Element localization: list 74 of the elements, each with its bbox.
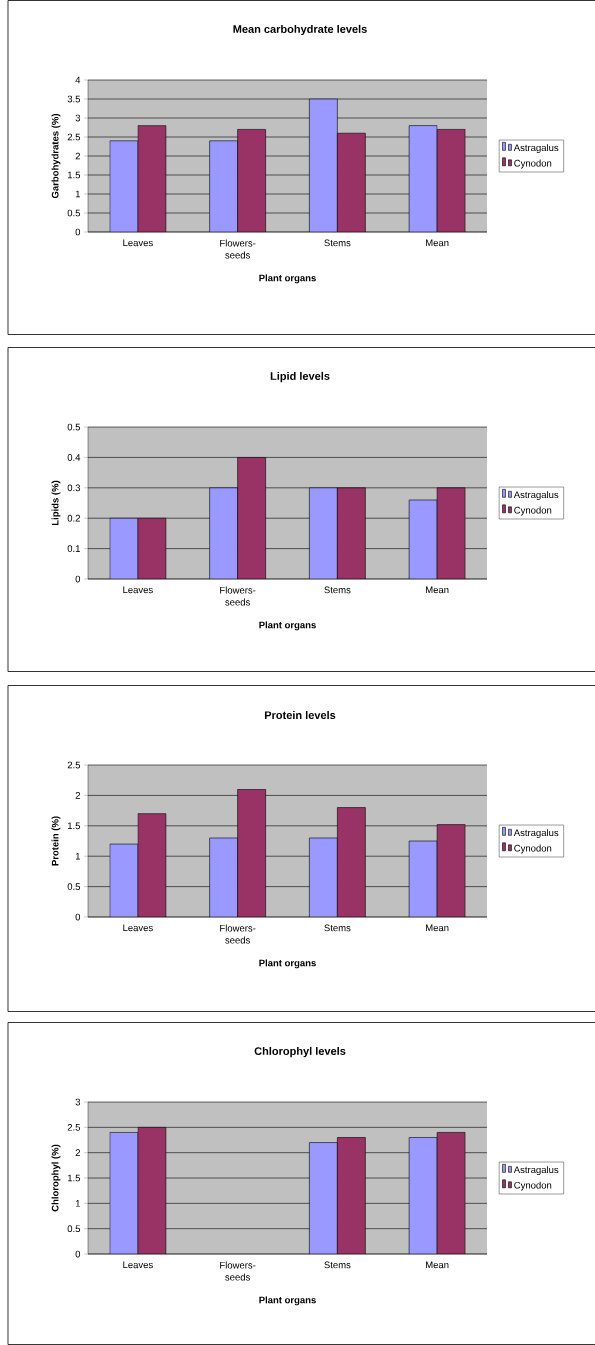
y-tick-label: 2.5 [67, 133, 81, 141]
x-tick-label: Stems [324, 239, 351, 247]
y-tick-label: 0.5 [67, 209, 81, 217]
legend-label: Astragalus [513, 144, 559, 153]
x-tick-label: Leaves [123, 239, 153, 247]
y-tick-label: 1 [75, 1200, 80, 1207]
y-tick-label: 3 [75, 114, 81, 122]
x-axis-title: Plant organs [259, 621, 316, 631]
legend-label: Cynodon [514, 844, 552, 854]
y-axis-title: Lipids (%) [51, 480, 61, 526]
bar [436, 129, 466, 233]
x-tick-label: Flowers-seeds [220, 924, 256, 944]
x-tick-label: Flowers-seeds [220, 1261, 256, 1281]
x-axis-title: Plant organs [259, 959, 316, 969]
x-tick-label: Mean [426, 924, 449, 932]
y-tick-label: 0.5 [67, 1225, 81, 1233]
x-tick-label: Stems [324, 924, 351, 932]
legend-label: Astragalus [513, 1166, 559, 1175]
y-tick-label: 1.5 [67, 171, 81, 179]
x-tick-label: Flowers-seeds [220, 586, 256, 606]
bar [337, 1137, 366, 1255]
y-tick-label: 0.3 [67, 484, 81, 492]
y-tick-label: 2 [75, 792, 80, 799]
legend-label: Cynodon [514, 506, 552, 516]
bar [137, 125, 167, 233]
y-tick-label: 1 [75, 852, 80, 860]
y-axis-title: Chlorophyl (%) [51, 1144, 61, 1212]
y-tick-label: 1.5 [67, 1174, 81, 1182]
y-tick-label: 1.5 [67, 822, 81, 830]
x-tick-label: Leaves [123, 1261, 153, 1269]
y-tick-label: 2 [75, 152, 80, 160]
chart-title: Chlorophyl levels [254, 1046, 346, 1058]
bar [309, 1142, 338, 1255]
y-axis-title: Garbohydrates (%) [51, 113, 61, 199]
legend-label: Cynodon [514, 1181, 552, 1191]
x-tick-label: Leaves [123, 586, 153, 594]
x-axis-title: Plant organs [259, 274, 316, 284]
legend-label: Astragalus [513, 491, 559, 500]
x-tick-label: Flowers-seeds [220, 239, 256, 259]
bar [436, 1132, 466, 1255]
y-tick-label: 0 [75, 228, 81, 236]
x-tick-label: Stems [324, 586, 351, 594]
y-tick-label: 2.5 [67, 761, 81, 769]
x-tick-label: Leaves [123, 924, 153, 932]
y-tick-label: 0 [75, 1250, 81, 1258]
bar [237, 129, 266, 233]
y-tick-label: 0 [75, 575, 81, 583]
x-tick-label: Mean [426, 586, 449, 594]
x-axis-title: Plant organs [259, 1296, 316, 1306]
bar [137, 1127, 167, 1255]
x-tick-label: Mean [426, 239, 449, 247]
legend-label: Cynodon [514, 159, 552, 169]
y-tick-label: 3 [75, 1098, 81, 1106]
chart-title: Mean carbohydrate levels [233, 24, 367, 36]
x-tick-label: Mean [426, 1261, 449, 1269]
legend-label: Astragalus [513, 829, 559, 838]
x-tick-label: Stems [324, 1261, 351, 1269]
y-tick-label: 0.4 [67, 454, 81, 461]
y-tick-label: 2.5 [67, 1123, 81, 1131]
chart-title: Lipid levels [270, 371, 330, 383]
y-tick-label: 0.2 [67, 514, 80, 522]
y-tick-label: 0.1 [67, 545, 80, 552]
y-tick-label: 0 [75, 913, 81, 921]
y-tick-label: 2 [75, 1149, 80, 1156]
bar [337, 132, 366, 233]
y-tick-label: 0.5 [67, 883, 81, 890]
bar [408, 1137, 438, 1255]
y-tick-label: 0.5 [67, 423, 81, 431]
y-tick-label: 1 [75, 190, 80, 198]
bar [109, 1132, 139, 1255]
y-tick-label: 4 [75, 76, 81, 84]
y-tick-label: 3.5 [67, 95, 81, 103]
y-axis-title: Protein (%) [51, 816, 61, 866]
chart-title: Protein levels [264, 710, 336, 720]
